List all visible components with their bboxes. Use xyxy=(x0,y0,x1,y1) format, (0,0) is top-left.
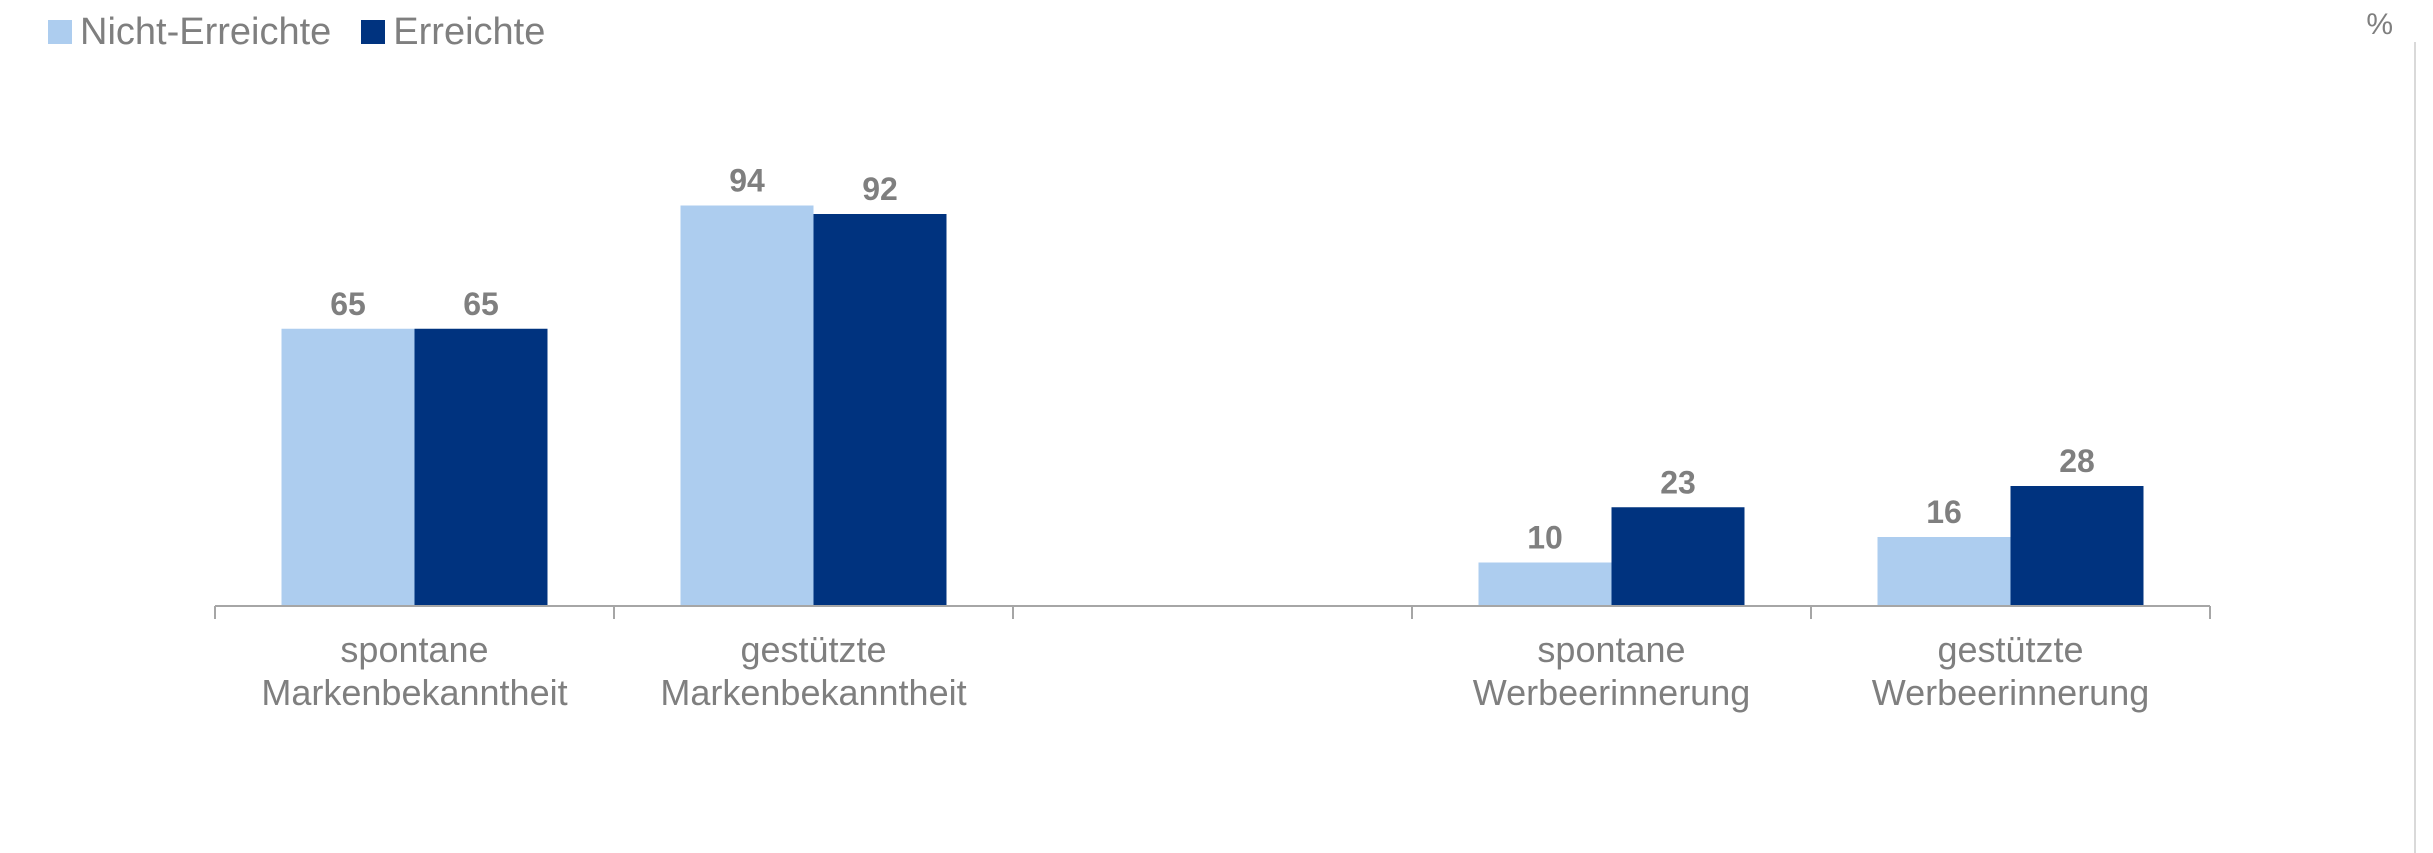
legend-item-erreichte: Erreichte xyxy=(361,8,545,56)
bar-1-4 xyxy=(2010,486,2144,605)
legend: Nicht-Erreichte Erreichte xyxy=(48,8,545,56)
data-label-0-4: 16 xyxy=(1926,494,1962,530)
legend-item-nicht-erreichte: Nicht-Erreichte xyxy=(48,8,331,56)
x-tick-label-4-line2: Werbeerinnerung xyxy=(1872,672,2150,713)
x-tick-label-4-line1: gestützte xyxy=(1937,629,2083,670)
bar-1-3 xyxy=(1611,507,1745,605)
bar-1-0 xyxy=(414,328,548,605)
data-label-0-1: 94 xyxy=(729,163,765,199)
x-tick-label-3-line2: Werbeerinnerung xyxy=(1473,672,1751,713)
bar-0-1 xyxy=(680,205,814,605)
legend-label-nicht-erreichte: Nicht-Erreichte xyxy=(80,11,332,53)
unit-label: % xyxy=(2366,8,2393,41)
legend-swatch-erreichte xyxy=(361,20,386,44)
x-tick-label-3-line1: spontane xyxy=(1537,629,1685,670)
bar-1-1 xyxy=(813,214,947,605)
right-border-line xyxy=(2414,42,2416,853)
legend-label-erreichte: Erreichte xyxy=(393,11,546,53)
data-label-1-1: 92 xyxy=(862,171,898,207)
bar-0-3 xyxy=(1478,562,1612,605)
data-label-1-0: 65 xyxy=(463,286,499,322)
bar-0-4 xyxy=(1877,537,2011,605)
data-label-0-3: 10 xyxy=(1527,520,1563,556)
data-label-0-0: 65 xyxy=(330,286,366,322)
x-tick-label-1-line2: Markenbekanntheit xyxy=(660,672,966,713)
data-label-1-4: 28 xyxy=(2059,443,2095,479)
x-tick-label-0-line1: spontane xyxy=(340,629,488,670)
legend-swatch-nicht-erreichte xyxy=(48,20,72,44)
bar-0-0 xyxy=(281,328,415,605)
data-label-1-3: 23 xyxy=(1660,464,1696,500)
x-tick-label-1-line1: gestützte xyxy=(740,629,886,670)
x-tick-label-0-line2: Markenbekanntheit xyxy=(261,672,567,713)
